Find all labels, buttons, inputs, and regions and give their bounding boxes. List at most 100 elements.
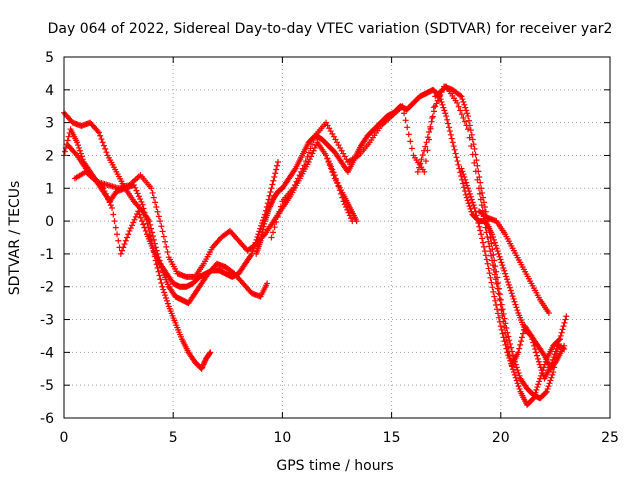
- data-point: [471, 145, 478, 152]
- data-point: [421, 168, 428, 175]
- data-point: [505, 333, 512, 340]
- data-point: [429, 113, 436, 120]
- data-point: [445, 120, 452, 127]
- data-point: [460, 180, 467, 187]
- data-point: [464, 197, 471, 204]
- data-point: [515, 369, 522, 376]
- data-point: [305, 149, 312, 156]
- data-point: [540, 364, 547, 371]
- data-point: [497, 256, 504, 263]
- data-point: [137, 214, 144, 221]
- data-point: [304, 153, 311, 160]
- data-point: [482, 224, 489, 231]
- data-point: [133, 187, 140, 194]
- data-point: [462, 104, 469, 111]
- data-point: [148, 185, 155, 192]
- data-point: [160, 286, 167, 293]
- data-point: [468, 131, 475, 138]
- data-point: [110, 211, 117, 218]
- data-point: [506, 284, 513, 291]
- data-point: [454, 99, 461, 106]
- series-track-10: [323, 152, 360, 225]
- data-point: [465, 113, 472, 120]
- data-point: [465, 185, 472, 192]
- data-point: [508, 290, 515, 297]
- data-point: [443, 113, 450, 120]
- data-point: [475, 219, 482, 226]
- data-point: [563, 313, 570, 320]
- data-point: [489, 284, 496, 291]
- data-point: [533, 352, 540, 359]
- data-point: [324, 155, 331, 162]
- data-point: [479, 235, 486, 242]
- data-point: [105, 196, 112, 203]
- data-point: [546, 380, 553, 387]
- data-point: [463, 107, 470, 114]
- data-point: [328, 165, 335, 172]
- data-point: [533, 349, 540, 356]
- data-point: [497, 296, 504, 303]
- data-point: [480, 243, 487, 250]
- data-point: [158, 223, 165, 230]
- data-point: [493, 302, 500, 309]
- data-point: [274, 162, 281, 169]
- data-point: [348, 215, 355, 222]
- data-point: [259, 229, 266, 236]
- data-point: [153, 204, 160, 211]
- data-point: [107, 202, 114, 209]
- data-point: [148, 225, 155, 232]
- y-tick-label: -5: [40, 378, 54, 394]
- data-point: [504, 329, 511, 336]
- data-point: [482, 252, 489, 259]
- data-point: [270, 177, 277, 184]
- data-point: [476, 174, 483, 181]
- data-point: [290, 185, 297, 192]
- data-point: [480, 199, 487, 206]
- data-point: [119, 247, 126, 254]
- series-track-9: [475, 208, 552, 316]
- data-point: [467, 205, 474, 212]
- data-point: [467, 193, 474, 200]
- data-point: [514, 380, 521, 387]
- data-point: [490, 251, 497, 258]
- data-point: [157, 276, 164, 283]
- data-point: [115, 237, 122, 244]
- data-point: [498, 326, 505, 333]
- data-point: [268, 185, 275, 192]
- data-point: [499, 306, 506, 313]
- data-point: [504, 279, 511, 286]
- data-point: [474, 162, 481, 169]
- data-point: [302, 158, 309, 165]
- data-point: [162, 292, 169, 299]
- data-point: [419, 151, 426, 158]
- data-point: [487, 234, 494, 241]
- data-point: [146, 218, 153, 225]
- y-tick-label: 4: [45, 83, 54, 99]
- data-point: [510, 295, 517, 302]
- data-point: [207, 349, 214, 356]
- data-point: [109, 204, 116, 211]
- data-point: [551, 364, 558, 371]
- data-points: [61, 83, 570, 408]
- data-point: [493, 280, 500, 287]
- data-point: [99, 139, 106, 146]
- data-point: [561, 319, 568, 326]
- data-point: [493, 268, 500, 275]
- data-point: [509, 363, 516, 370]
- data-point: [275, 159, 282, 166]
- data-point: [519, 330, 526, 337]
- y-axis-label: SDTVAR / TECUs: [7, 181, 23, 296]
- data-point: [486, 270, 493, 277]
- data-point: [471, 204, 478, 211]
- data-point: [460, 171, 467, 178]
- data-point: [154, 264, 161, 271]
- data-point: [544, 385, 551, 392]
- data-point: [305, 159, 312, 166]
- series-track-5: [253, 86, 568, 372]
- data-point: [491, 293, 498, 300]
- data-point: [499, 330, 506, 337]
- data-point: [560, 323, 567, 330]
- data-point: [480, 194, 487, 201]
- data-point: [258, 232, 265, 239]
- data-point: [479, 189, 486, 196]
